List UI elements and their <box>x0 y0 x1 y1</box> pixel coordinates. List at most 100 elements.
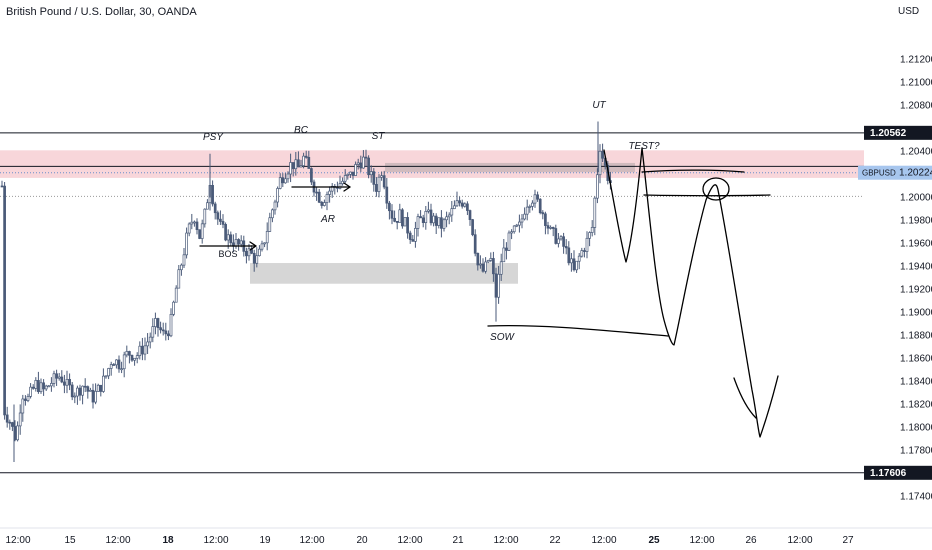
candle-body <box>138 345 142 356</box>
y-tick-label: 1.21200 <box>900 54 932 65</box>
candle <box>567 241 571 266</box>
candle-body <box>55 373 58 379</box>
y-tick-label: 1.18400 <box>900 376 932 387</box>
candle <box>167 330 170 341</box>
candle-body <box>16 425 19 441</box>
candle <box>284 173 287 184</box>
candle <box>55 369 58 386</box>
candle <box>476 252 480 271</box>
candle <box>229 231 233 246</box>
candle <box>520 214 524 229</box>
candle <box>369 165 373 183</box>
candle <box>125 345 129 358</box>
candle-body <box>164 330 168 335</box>
candle <box>437 217 441 229</box>
candle <box>268 212 272 232</box>
x-tick-label: 18 <box>162 535 174 546</box>
y-tick-label: 1.20400 <box>900 146 932 157</box>
y-tick-label: 1.20800 <box>900 100 932 111</box>
candle-body <box>221 221 225 225</box>
candle-body <box>193 221 196 224</box>
candle <box>263 242 266 248</box>
badge-top-bg <box>864 125 932 140</box>
candle <box>21 394 25 422</box>
candle-body <box>154 318 157 327</box>
y-tick-label: 1.18800 <box>900 330 932 341</box>
candle-body <box>224 224 227 241</box>
y-tick-label: 1.17400 <box>900 491 932 502</box>
candle-body <box>564 246 568 249</box>
badge-current-bg <box>896 165 932 180</box>
candle-body <box>362 156 365 169</box>
candle <box>52 370 56 388</box>
candle-body <box>518 221 521 226</box>
candle-body <box>481 263 485 272</box>
candle <box>481 258 485 273</box>
candle-body <box>5 414 9 423</box>
candle <box>310 167 313 186</box>
candle <box>39 378 43 394</box>
candle-body <box>3 185 6 416</box>
candle <box>557 233 560 248</box>
candle <box>297 151 300 168</box>
candle <box>78 384 82 401</box>
candle-body <box>247 248 251 257</box>
candle <box>395 220 399 230</box>
candle <box>492 251 495 282</box>
candle <box>148 332 152 349</box>
candle <box>203 208 207 228</box>
candle <box>570 252 573 272</box>
y-tick-label: 1.18200 <box>900 399 932 410</box>
candle-body <box>276 188 279 203</box>
candle <box>544 211 547 235</box>
annotation-label: AR <box>320 214 335 225</box>
candle-body <box>185 232 188 256</box>
candle <box>367 155 370 179</box>
candle <box>174 285 178 303</box>
candle-body <box>89 389 92 392</box>
y-tick-label: 1.21000 <box>900 77 932 88</box>
candle <box>377 174 381 198</box>
y-tick-label: 1.18000 <box>900 422 932 433</box>
candle <box>86 385 90 399</box>
candle-body <box>310 168 313 183</box>
candle-body <box>437 217 441 226</box>
candle <box>484 257 487 274</box>
candle-body <box>419 216 422 219</box>
candle <box>531 200 534 211</box>
badge-top-level: 1.20562 <box>864 125 932 140</box>
candle <box>151 318 155 343</box>
candle-body <box>549 227 552 229</box>
x-tick-label: 12:00 <box>5 535 30 546</box>
candle <box>117 355 121 373</box>
x-tick-label: 12:00 <box>299 535 324 546</box>
candle <box>572 250 576 272</box>
candle <box>281 173 285 188</box>
arrow-head <box>733 377 757 419</box>
drawings-layer <box>199 147 779 438</box>
candle <box>434 213 438 234</box>
candle <box>89 387 92 392</box>
candle-body <box>143 345 147 355</box>
candle-body <box>354 164 357 176</box>
candle <box>182 248 186 268</box>
candle-body <box>531 202 534 207</box>
candle-body <box>341 180 344 184</box>
candle-body <box>304 155 308 158</box>
annotations-layer: PSY BC ST AR BOS SOW UT TEST? <box>203 100 660 343</box>
demand-zone <box>250 263 518 284</box>
candle <box>247 243 251 261</box>
candle-body <box>507 232 511 251</box>
candle <box>510 229 513 240</box>
test-box-top <box>641 169 745 173</box>
candle <box>549 225 552 230</box>
candle-body <box>265 231 269 244</box>
candle-body <box>115 359 118 366</box>
price-axis-bg <box>864 0 932 550</box>
candle-body <box>554 228 558 244</box>
candle <box>156 317 160 337</box>
candle-body <box>198 229 201 239</box>
candle-body <box>133 357 136 361</box>
